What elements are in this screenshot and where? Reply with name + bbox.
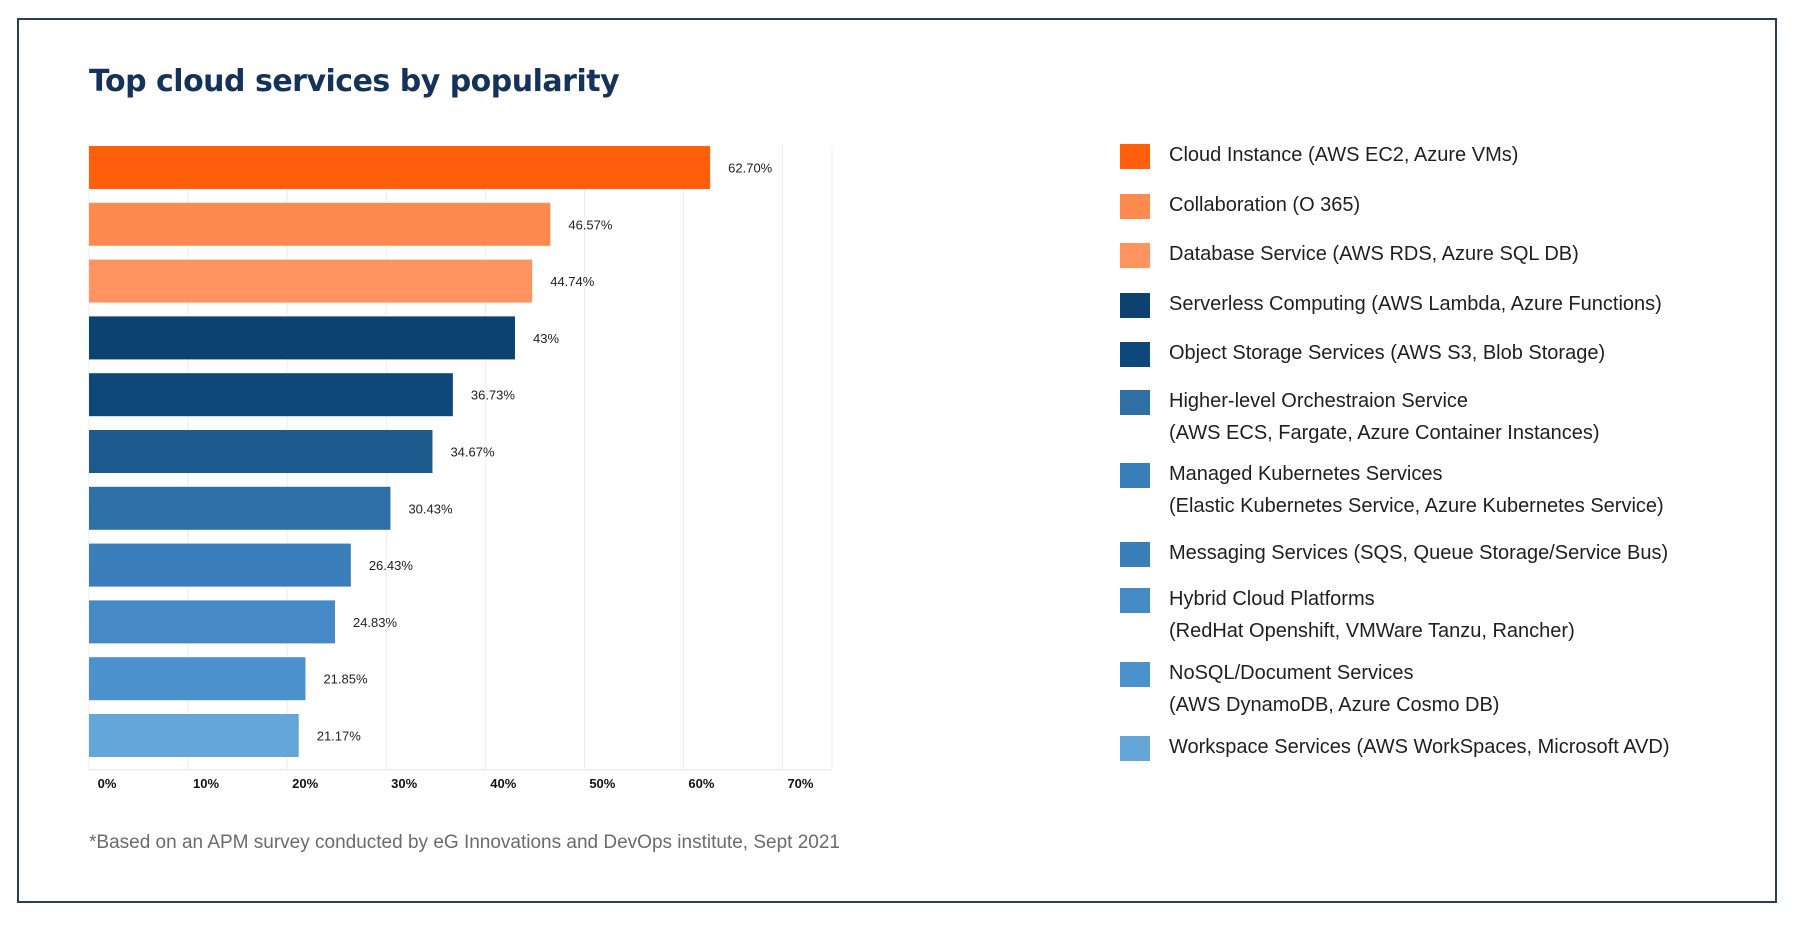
legend-swatch [1120, 144, 1150, 169]
legend-label: Collaboration (O 365) [1169, 194, 1361, 216]
legend-swatch [1120, 342, 1150, 367]
bar-value-label: 21.17% [317, 729, 362, 744]
x-tick-label: 50% [589, 776, 615, 791]
bar [89, 600, 335, 644]
legend-label: Cloud Instance (AWS EC2, Azure VMs) [1169, 144, 1519, 166]
chart-title: Top cloud services by popularity [89, 64, 620, 99]
legend-swatch [1120, 293, 1150, 318]
bars [89, 146, 711, 757]
legend-label: Workspace Services (AWS WorkSpaces, Micr… [1169, 736, 1670, 758]
bar [89, 373, 453, 417]
bar-value-label: 30.43% [408, 501, 453, 516]
bar-value-label: 26.43% [369, 558, 414, 573]
bar [89, 146, 711, 189]
x-tick-label: 10% [193, 776, 219, 791]
bar-value-label: 21.85% [323, 672, 368, 687]
bar [89, 259, 533, 303]
x-tick-label: 40% [490, 776, 516, 791]
x-tick-label: 30% [391, 776, 417, 791]
legend-swatch [1120, 243, 1150, 268]
legend: Cloud Instance (AWS EC2, Azure VMs) Colla… [1120, 0, 1780, 800]
legend-swatch [1120, 588, 1150, 613]
bar [89, 714, 299, 757]
x-tick-label: 0% [98, 776, 117, 791]
bar [89, 202, 551, 246]
legend-label: (AWS ECS, Fargate, Azure Container Insta… [1169, 422, 1600, 444]
x-tick-label: 20% [292, 776, 318, 791]
legend-swatch [1120, 662, 1150, 687]
legend-label: (Elastic Kubernetes Service, Azure Kuber… [1169, 495, 1664, 517]
bar [89, 316, 515, 360]
chart-frame [17, 18, 1777, 903]
bar-value-label: 24.83% [353, 615, 398, 630]
legend-swatch [1120, 194, 1150, 219]
bar [89, 486, 391, 530]
legend-label: Higher-level Orchestraion Service [1169, 390, 1469, 412]
bar [89, 543, 351, 587]
value-labels: 62.70% 46.57% 44.74% 43% 36.73% 34.67% 30.43% 2… [317, 161, 773, 744]
bar-value-label: 43% [533, 331, 559, 346]
legend-label: Messaging Services (SQS, Queue Storage/S… [1169, 542, 1669, 564]
legend-label: Serverless Computing (AWS Lambda, Azure … [1169, 293, 1662, 315]
legend-swatch [1120, 463, 1150, 488]
footnote: *Based on an APM survey conducted by eG … [89, 832, 840, 853]
bar-value-label: 46.57% [568, 217, 613, 232]
x-axis-ticks: 0% 10% 20% 30% 40% 50% 60% 70% [98, 776, 814, 791]
bar [89, 657, 306, 701]
legend-swatch [1120, 542, 1150, 567]
legend-label: (RedHat Openshift, VMWare Tanzu, Rancher… [1169, 620, 1575, 642]
bar-value-label: 36.73% [471, 388, 516, 403]
legend-label: NoSQL/Document Services [1169, 662, 1414, 684]
x-tick-label: 70% [787, 776, 813, 791]
legend-label: (AWS DynamoDB, Azure Cosmo DB) [1169, 694, 1500, 716]
legend-label: Hybrid Cloud Platforms [1169, 588, 1375, 610]
legend-swatch [1120, 390, 1150, 415]
bar [89, 430, 433, 473]
legend-label: Object Storage Services (AWS S3, Blob St… [1169, 342, 1606, 364]
bar-value-label: 34.67% [450, 445, 495, 460]
legend-label: Database Service (AWS RDS, Azure SQL DB) [1169, 243, 1579, 265]
x-tick-label: 60% [688, 776, 714, 791]
legend-swatch [1120, 736, 1150, 761]
bar-value-label: 44.74% [550, 274, 595, 289]
legend-label: Managed Kubernetes Services [1169, 463, 1443, 485]
bar-value-label: 62.70% [728, 161, 773, 176]
